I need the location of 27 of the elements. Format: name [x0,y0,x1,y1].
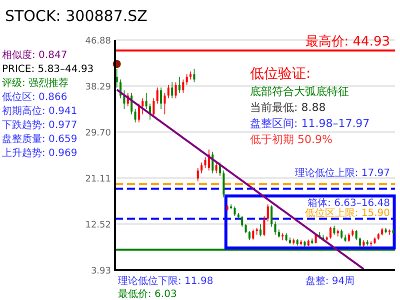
annotation: 箱体: 6.63–16.48 [308,197,390,209]
y-tick-label: 29.70 [85,128,112,138]
text: 初期高位: 0.941 [2,105,78,117]
y-tick-label: 3.93 [90,266,111,276]
annotation: 低位区上限: 15.90 [304,207,390,219]
text: PRICE: 5.83–44.93 [2,64,94,75]
annotation: 低位验证: [250,66,311,82]
text: 盘整: 94周 [305,275,355,287]
annotation: 理论低位上限: 17.97 [294,167,390,179]
text: 下跌趋势: 0.977 [2,119,78,131]
annotation: 底部符合大弧底特征 [250,85,349,98]
text: 低位区: 0.866 [2,91,68,103]
text: 最低价: 6.03 [118,288,177,300]
text: 理论低位下限: 11.98 [118,275,214,287]
ref-line-label: 最高价: 44.93 [305,33,390,50]
annotation: 低于初期 50.9% [250,133,332,146]
text: 评级: 强烈推荐 [2,77,69,89]
annotation: 盘整区间: 11.98–17.97 [250,117,370,130]
y-tick-label: 38.29 [85,82,112,92]
chart-title: STOCK: 300887.SZ [5,7,148,25]
text: 相似度: 0.847 [2,49,68,61]
y-tick-label: 46.88 [85,36,112,46]
y-tick-label: 21.11 [85,174,111,184]
y-tick-label: 12.52 [85,220,111,230]
annotation: 当前最低: 8.88 [250,101,326,114]
text: 盘整质量: 0.659 [2,133,78,145]
text: 上升趋势: 0.969 [2,147,78,159]
